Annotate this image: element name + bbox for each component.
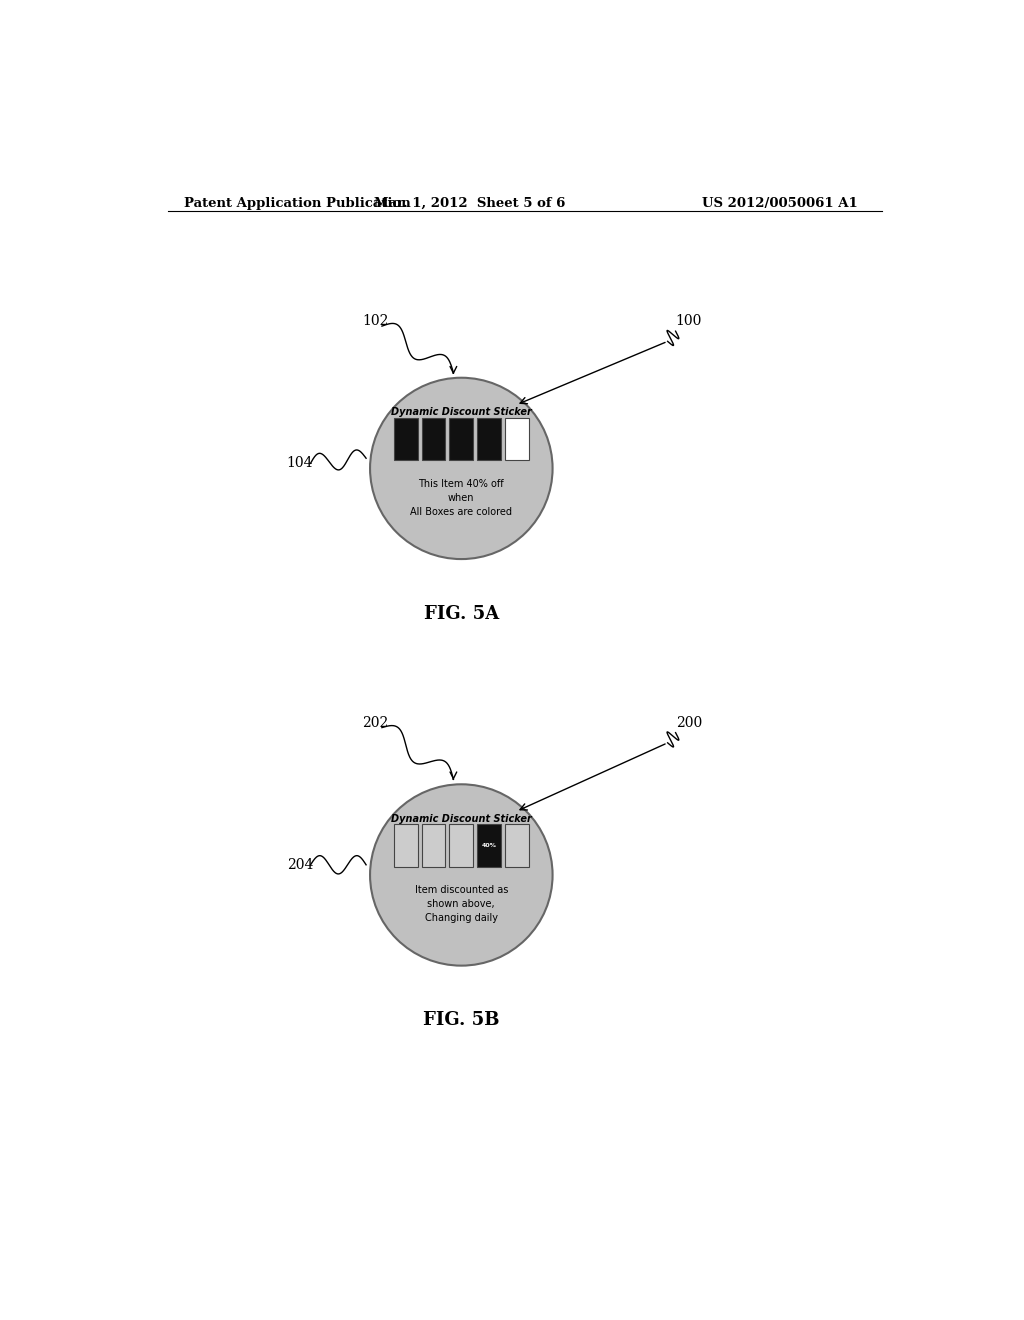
Text: Patent Application Publication: Patent Application Publication	[183, 197, 411, 210]
Text: Item discounted as
shown above,
Changing daily: Item discounted as shown above, Changing…	[415, 886, 508, 923]
Text: 100: 100	[676, 314, 702, 329]
Text: 102: 102	[362, 314, 388, 329]
Text: This Item 40% off
when
All Boxes are colored: This Item 40% off when All Boxes are col…	[411, 479, 512, 516]
Text: FIG. 5A: FIG. 5A	[424, 605, 499, 623]
Bar	[450, 417, 473, 461]
Bar	[477, 824, 501, 867]
Bar	[394, 824, 418, 867]
Ellipse shape	[370, 784, 553, 966]
Bar	[422, 824, 445, 867]
Ellipse shape	[370, 378, 553, 560]
Bar	[450, 824, 473, 867]
Bar	[394, 417, 418, 461]
Text: 202: 202	[362, 715, 388, 730]
Bar	[505, 824, 528, 867]
Text: US 2012/0050061 A1: US 2012/0050061 A1	[702, 197, 858, 210]
Text: Dynamic Discount Sticker: Dynamic Discount Sticker	[391, 407, 531, 417]
Bar	[505, 417, 528, 461]
Text: 200: 200	[676, 715, 701, 730]
Text: Mar. 1, 2012  Sheet 5 of 6: Mar. 1, 2012 Sheet 5 of 6	[374, 197, 565, 210]
Text: 104: 104	[287, 457, 313, 470]
Bar	[477, 417, 501, 461]
Text: Dynamic Discount Sticker: Dynamic Discount Sticker	[391, 813, 531, 824]
Text: FIG. 5B: FIG. 5B	[423, 1011, 500, 1030]
Bar	[422, 417, 445, 461]
Text: 204: 204	[287, 858, 313, 871]
Text: 40%: 40%	[481, 843, 497, 847]
